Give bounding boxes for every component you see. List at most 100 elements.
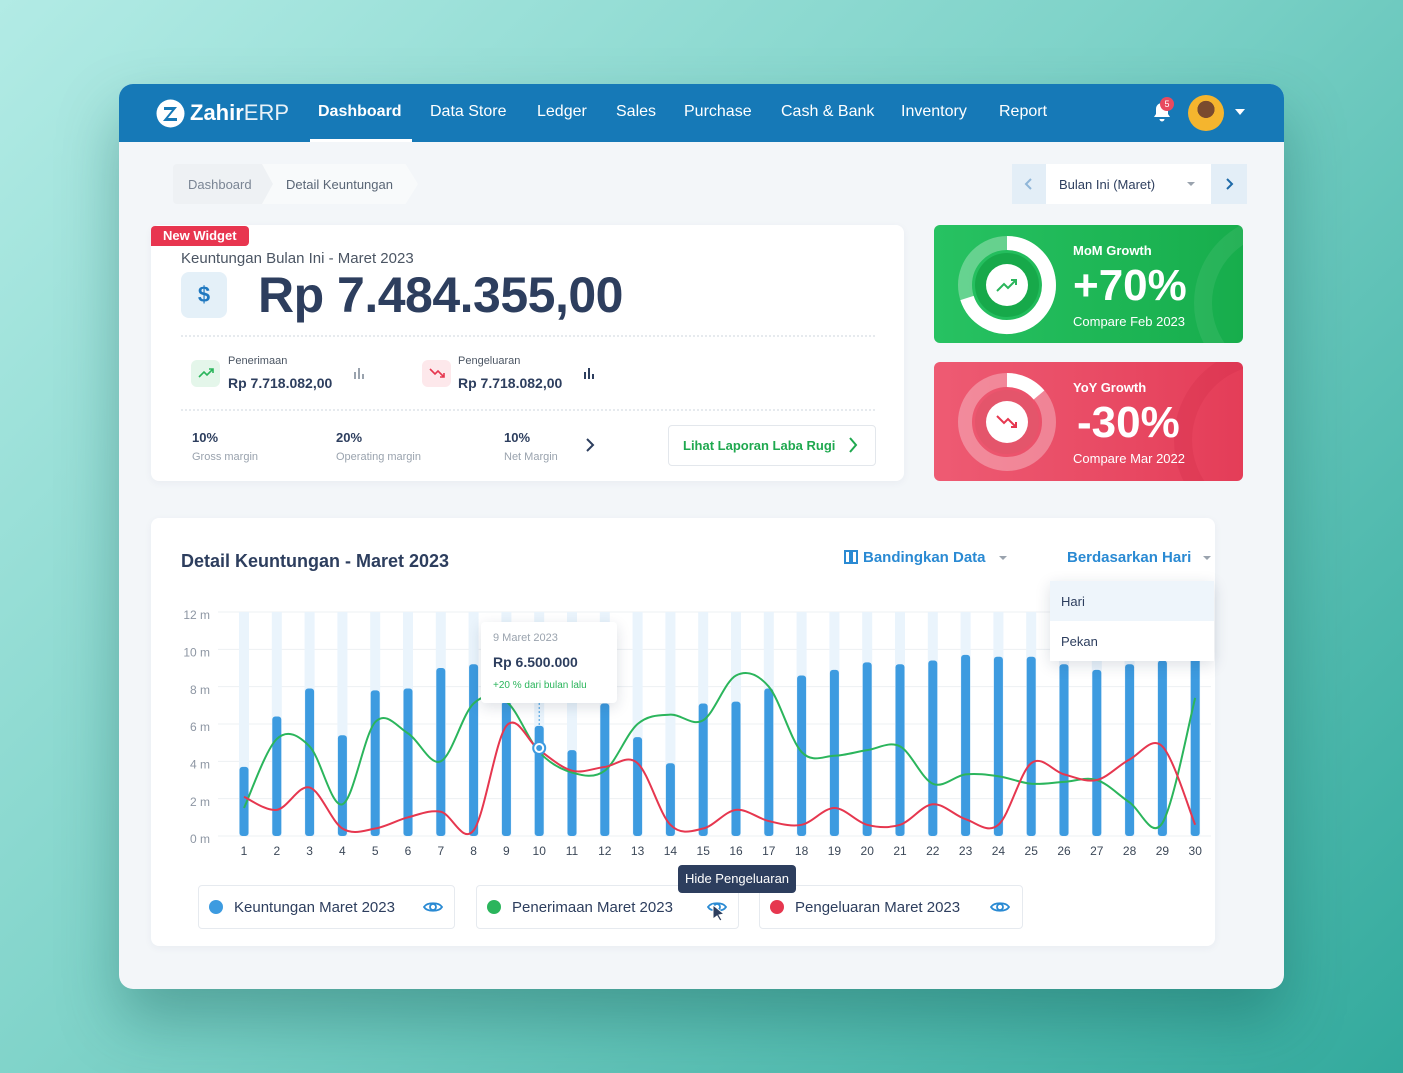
bar (501, 701, 511, 836)
x-tick-label: 16 (729, 844, 743, 858)
bar (698, 703, 708, 836)
dropdown-option-bg[interactable] (1050, 581, 1214, 621)
x-tick-label: 1 (241, 844, 248, 858)
breadcrumb-item[interactable]: Detail Keuntungan (286, 177, 393, 192)
growth-label: MoM Growth (1073, 243, 1152, 258)
x-tick-label: 21 (893, 844, 907, 858)
x-tick-label: 9 (503, 844, 510, 858)
y-tick-label: 10 m (183, 646, 210, 660)
chevron-right (1226, 178, 1234, 190)
bar (239, 766, 249, 836)
nav-item[interactable]: Cash & Bank (781, 103, 875, 120)
growth-compare: Compare Mar 2022 (1073, 451, 1185, 466)
period-next[interactable] (1211, 164, 1247, 204)
period-label[interactable]: Bulan Ini (Maret) (1059, 177, 1156, 192)
column-track (665, 612, 676, 836)
decoration (1194, 225, 1243, 343)
dropdown-option[interactable]: Pekan (1061, 634, 1098, 649)
x-tick-label: 28 (1123, 844, 1137, 858)
notification-badge: 5 (1160, 97, 1174, 111)
growth-ring (958, 236, 1056, 334)
logo-suffix: ERP (243, 100, 290, 125)
mom-growth-card: MoM Growth +70% Compare Feb 2023 (934, 225, 1243, 343)
legend-label: Keuntungan Maret 2023 (234, 899, 395, 916)
chevron-left (1024, 178, 1032, 190)
eye-toggle[interactable] (990, 897, 1010, 917)
bar (1059, 664, 1069, 836)
income-value: Rp 7.718.082,00 (228, 375, 333, 391)
navbar (119, 84, 1284, 142)
margin-value: 20% (336, 430, 363, 445)
bar-icon[interactable] (583, 366, 597, 380)
growth-ring (958, 373, 1056, 471)
compare-icon[interactable] (843, 549, 859, 565)
bar (1026, 656, 1036, 836)
bar (665, 763, 675, 836)
x-tick-label: 11 (566, 844, 579, 858)
bar (797, 675, 807, 836)
dropdown-option[interactable]: Hari (1061, 594, 1085, 609)
bar (764, 688, 774, 836)
divider (181, 409, 875, 411)
caret (999, 556, 1007, 560)
bar (1092, 669, 1102, 836)
bar (731, 701, 741, 836)
hover-marker-dot (536, 745, 543, 751)
new-widget-badge: New Widget (151, 226, 249, 246)
x-tick-label: 3 (306, 844, 313, 858)
legend-dot (770, 900, 784, 914)
bar (469, 664, 479, 836)
breadcrumb-segment[interactable] (173, 164, 273, 204)
x-tick-label: 25 (1025, 844, 1039, 858)
x-tick-label: 8 (470, 844, 477, 858)
avatar-caret[interactable] (1234, 108, 1246, 116)
bar (1157, 660, 1167, 836)
x-tick-label: 22 (926, 844, 940, 858)
caret (1203, 556, 1211, 560)
nav-item[interactable]: Dashboard (318, 103, 402, 120)
margin-value: 10% (504, 430, 531, 445)
report-link[interactable]: Lihat Laporan Laba Rugi (683, 438, 836, 453)
nav-item[interactable]: Data Store (430, 103, 507, 120)
nav-item[interactable]: Ledger (537, 103, 587, 120)
x-tick-label: 15 (697, 844, 711, 858)
bar (993, 656, 1003, 836)
x-tick-label: 19 (828, 844, 842, 858)
chart: 0 m2 m4 m6 m8 m10 m12 m 1 2 3 4 5 6 7 8 9 10 11 12 1… (183, 608, 1211, 858)
breadcrumb-item[interactable]: Dashboard (188, 177, 252, 192)
x-tick-label: 29 (1156, 844, 1170, 858)
bar-icon[interactable] (353, 366, 367, 380)
group-button[interactable]: Berdasarkan Hari (1067, 549, 1192, 566)
nav-item[interactable]: Sales (616, 103, 657, 120)
hint-tooltip: Hide Pengeluaran (678, 865, 796, 893)
x-tick-label: 17 (762, 844, 776, 858)
chevron-right (849, 437, 858, 453)
logo[interactable]: ZahirERP (190, 100, 289, 126)
bar (305, 688, 315, 836)
nav-item[interactable]: Inventory (901, 103, 967, 120)
avatar[interactable] (1188, 95, 1224, 131)
period-prev[interactable] (1012, 164, 1046, 204)
legend-item: Pengeluaran Maret 2023 (759, 885, 1023, 929)
x-tick-label: 18 (795, 844, 809, 858)
x-tick-label: 20 (861, 844, 875, 858)
chart-title: Detail Keuntungan - Maret 2023 (181, 551, 450, 571)
nav-item[interactable]: Purchase (684, 103, 752, 120)
report-link-button[interactable] (668, 425, 876, 466)
trend-up-icon (198, 368, 214, 378)
expense-label: Pengeluaran (458, 355, 521, 367)
x-tick-label: 26 (1057, 844, 1071, 858)
nav-item[interactable]: Report (999, 103, 1048, 120)
breadcrumb-segment[interactable] (262, 164, 418, 204)
margin-next[interactable] (585, 438, 595, 452)
eye-toggle[interactable] (423, 897, 443, 917)
growth-label: YoY Growth (1073, 380, 1147, 395)
period-select[interactable] (1046, 164, 1211, 204)
line (243, 721, 1197, 835)
expense-value: Rp 7.718.082,00 (458, 375, 563, 391)
margin-label: Net Margin (504, 451, 558, 463)
compare-button[interactable]: Bandingkan Data (863, 549, 986, 566)
